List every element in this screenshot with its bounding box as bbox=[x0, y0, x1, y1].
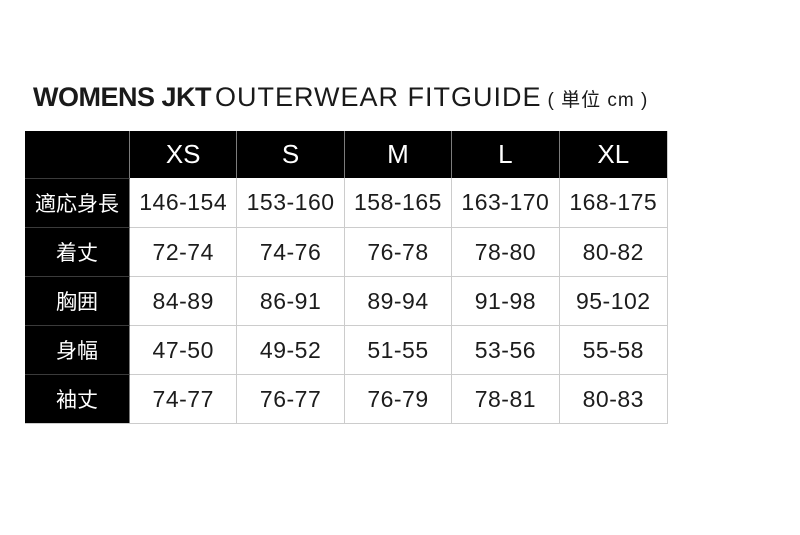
table-cell: 76-78 bbox=[344, 227, 453, 276]
table-cell: 76-79 bbox=[344, 374, 453, 423]
row-label-chest: 胸囲 bbox=[25, 276, 130, 325]
table-cell: 89-94 bbox=[344, 276, 453, 325]
table-cell: 80-82 bbox=[559, 227, 667, 276]
size-header-l: L bbox=[452, 131, 560, 178]
table-cell: 91-98 bbox=[452, 276, 560, 325]
table-row-sleeve: 袖丈 74-77 76-77 76-79 78-81 80-83 bbox=[25, 374, 667, 423]
table-cell: 72-74 bbox=[130, 227, 238, 276]
table-cell: 74-77 bbox=[130, 374, 238, 423]
table-row-height: 適応身長 146-154 153-160 158-165 163-170 168… bbox=[25, 178, 667, 227]
row-label-body-width: 身幅 bbox=[25, 325, 130, 374]
table-row-length: 着丈 72-74 74-76 76-78 78-80 80-82 bbox=[25, 227, 667, 276]
table-cell: 146-154 bbox=[130, 178, 238, 227]
table-cell: 51-55 bbox=[344, 325, 453, 374]
table-cell: 168-175 bbox=[559, 178, 667, 227]
table-cell: 78-80 bbox=[452, 227, 560, 276]
page-title: WOMENS JKT OUTERWEAR FITGUIDE( 単位 cm ) bbox=[33, 82, 648, 113]
table-cell: 53-56 bbox=[452, 325, 560, 374]
size-header-xl: XL bbox=[559, 131, 667, 178]
size-header-s: S bbox=[237, 131, 345, 178]
table-cell: 163-170 bbox=[452, 178, 560, 227]
table-row-chest: 胸囲 84-89 86-91 89-94 91-98 95-102 bbox=[25, 276, 667, 325]
table-cell: 158-165 bbox=[344, 178, 453, 227]
title-main: OUTERWEAR FITGUIDE bbox=[215, 82, 542, 112]
table-cell: 78-81 bbox=[452, 374, 560, 423]
corner-cell bbox=[25, 131, 130, 178]
size-header-row: XS S M L XL bbox=[25, 131, 667, 178]
row-label-height: 適応身長 bbox=[25, 178, 130, 227]
table-cell: 55-58 bbox=[559, 325, 667, 374]
table-cell: 84-89 bbox=[130, 276, 238, 325]
table-cell: 49-52 bbox=[237, 325, 345, 374]
table-cell: 86-91 bbox=[237, 276, 345, 325]
table-cell: 95-102 bbox=[559, 276, 667, 325]
row-label-length: 着丈 bbox=[25, 227, 130, 276]
table-row-body-width: 身幅 47-50 49-52 51-55 53-56 55-58 bbox=[25, 325, 667, 374]
row-label-sleeve: 袖丈 bbox=[25, 374, 130, 423]
table-cell: 80-83 bbox=[559, 374, 667, 423]
size-header-xs: XS bbox=[130, 131, 238, 178]
table-cell: 153-160 bbox=[237, 178, 345, 227]
table-cell: 74-76 bbox=[237, 227, 345, 276]
table-cell: 47-50 bbox=[130, 325, 238, 374]
size-header-m: M bbox=[344, 131, 453, 178]
title-unit: ( 単位 cm ) bbox=[547, 90, 649, 111]
size-chart-table: XS S M L XL 適応身長 146-154 153-160 158-165… bbox=[25, 131, 668, 424]
table-cell: 76-77 bbox=[237, 374, 345, 423]
title-brand: WOMENS JKT bbox=[33, 82, 212, 112]
